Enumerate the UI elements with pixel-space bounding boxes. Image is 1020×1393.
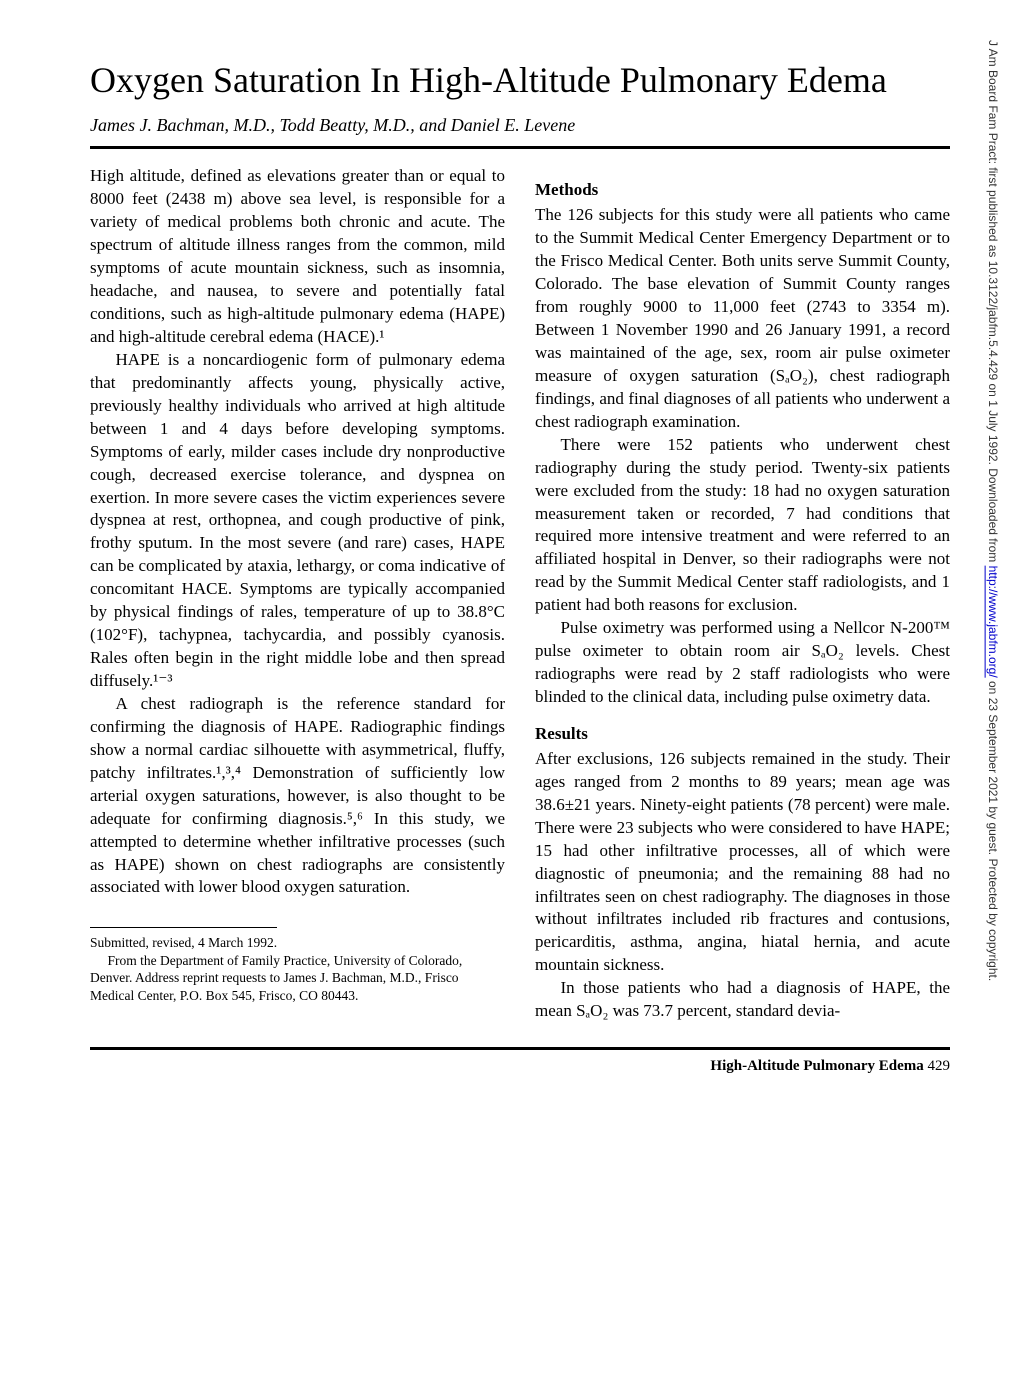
bottom-rule [90,1047,950,1050]
paragraph: In those patients who had a diagnosis of… [535,977,950,1023]
paragraph: After exclusions, 126 subjects remained … [535,748,950,977]
methods-heading: Methods [535,179,950,202]
column-left: High altitude, defined as elevations gre… [90,165,505,1023]
page-footer: High-Altitude Pulmonary Edema 429 [90,1058,950,1075]
sidebar-suffix: on 23 September 2021 by guest. Protected… [986,678,1000,982]
paragraph: The 126 subjects for this study were all… [535,204,950,433]
sidebar-prefix: J Am Board Fam Pract: first published as… [986,40,1000,566]
paragraph: HAPE is a noncardiogenic form of pulmona… [90,349,505,693]
footnote-line: From the Department of Family Practice, … [90,952,505,1005]
body-columns: High altitude, defined as elevations gre… [90,165,950,1023]
article-authors: James J. Bachman, M.D., Todd Beatty, M.D… [90,115,950,149]
column-right: Methods The 126 subjects for this study … [535,165,950,1023]
copyright-sidebar: J Am Board Fam Pract: first published as… [986,40,1000,981]
footnote-line: Submitted, revised, 4 March 1992. [90,934,505,952]
sidebar-link[interactable]: http://www.jabfm.org/ [986,566,1000,678]
paragraph: Pulse oximetry was performed using a Nel… [535,617,950,709]
footnote-block: Submitted, revised, 4 March 1992. From t… [90,934,505,1004]
paragraph: High altitude, defined as elevations gre… [90,165,505,349]
paragraph: A chest radiograph is the reference stan… [90,693,505,899]
paragraph: There were 152 patients who underwent ch… [535,434,950,618]
footnote-rule [90,927,277,928]
page-number: 429 [928,1058,951,1074]
results-heading: Results [535,723,950,746]
footer-label: High-Altitude Pulmonary Edema [710,1058,923,1074]
article-title: Oxygen Saturation In High-Altitude Pulmo… [90,60,950,101]
